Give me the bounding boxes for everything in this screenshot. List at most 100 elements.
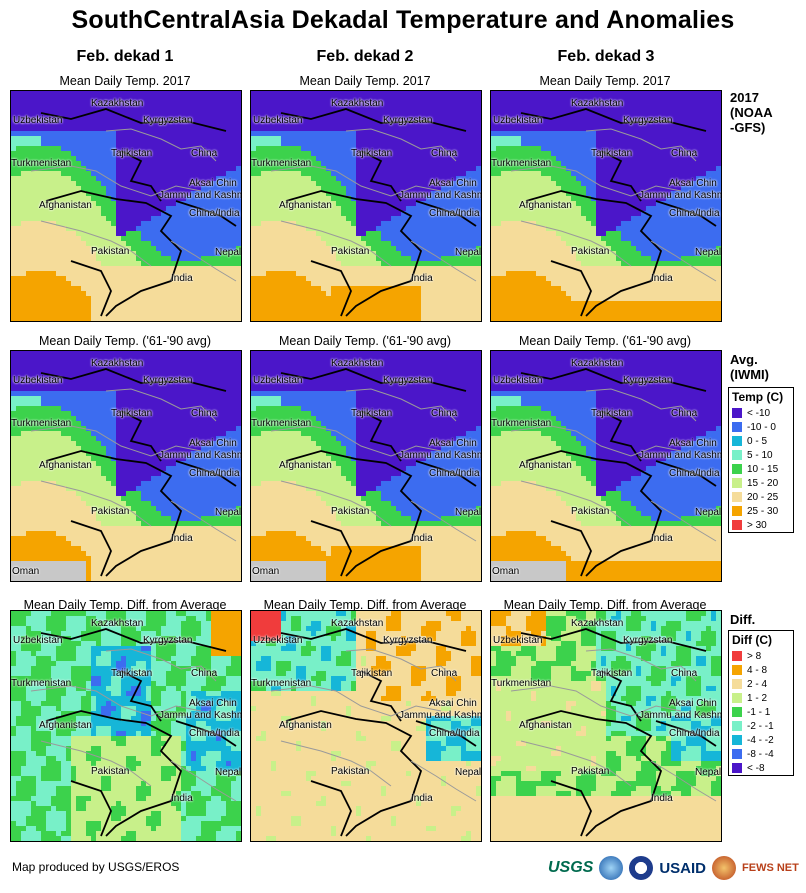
place-label-kazakhstan: Kazakhstan (91, 98, 144, 109)
map-title-r2-c2: Mean Daily Temp. ('61-'90 avg) (279, 334, 451, 348)
temperature-legend-item: 5 - 10 (729, 448, 793, 462)
row-label-2017: 2017 (NOAA -GFS) (730, 90, 773, 135)
place-label-kazakhstan: Kazakhstan (331, 618, 384, 629)
place-label-tajikistan: Tajikistan (111, 668, 153, 679)
usaid-logo: USAID (659, 859, 707, 877)
difference-legend-item: 2 - 4 (729, 677, 793, 691)
place-label-aksai_chin: Aksai Chin (669, 178, 717, 189)
place-label-afghanistan: Afghanistan (279, 200, 332, 211)
difference-legend-label: -8 - -4 (747, 748, 774, 760)
temperature-legend-swatch (732, 506, 742, 516)
place-label-kyrgyzstan: Kyrgyzstan (623, 635, 673, 646)
border-line (120, 150, 162, 202)
border-line (175, 460, 237, 487)
map-title-r2-c3: Mean Daily Temp. ('61-'90 avg) (519, 334, 691, 348)
place-label-tajikistan: Tajikistan (351, 148, 393, 159)
place-label-india: India (171, 793, 193, 804)
place-label-nepal: Nepal (695, 767, 722, 778)
place-label-aksai_chin: Aksai Chin (669, 438, 717, 449)
place-label-pakistan: Pakistan (571, 766, 610, 777)
place-label-china_india: China/India (429, 468, 480, 479)
difference-legend-title: Diff (C) (732, 633, 772, 647)
place-label-kazakhstan: Kazakhstan (331, 98, 384, 109)
place-label-china_india: China/India (669, 728, 720, 739)
place-label-kyrgyzstan: Kyrgyzstan (383, 115, 433, 126)
place-label-kazakhstan: Kazakhstan (571, 98, 624, 109)
place-label-china_india: China/India (189, 728, 240, 739)
border-line (285, 450, 423, 577)
place-label-india: India (171, 273, 193, 284)
border-line (45, 450, 183, 577)
place-label-china_india: China/India (669, 468, 720, 479)
place-label-oman: Oman (12, 566, 40, 577)
border-line (105, 128, 217, 162)
border-line (280, 480, 392, 527)
map-panel-r2-c1: Kazakhstan Uzbekistan Kyrgyzstan Turkmenist… (10, 350, 242, 582)
place-label-uzbekistan: Uzbekistan (493, 635, 543, 646)
temperature-legend-label: < -10 (747, 407, 771, 419)
place-label-jammu_kashmir: Jammu and Kashmir (399, 450, 482, 461)
difference-legend-label: > 8 (747, 650, 762, 662)
border-line (415, 720, 477, 747)
place-label-tajikistan: Tajikistan (591, 408, 633, 419)
place-label-china: China (191, 148, 218, 159)
border-line (655, 200, 717, 227)
map-panel-r2-c3: Kazakhstan Uzbekistan Kyrgyzstan Turkmenist… (490, 350, 722, 582)
place-label-oman: Oman (252, 566, 280, 577)
place-label-jammu_kashmir: Jammu and Kashmir (639, 450, 722, 461)
border-line (650, 500, 717, 542)
map-panel-r1-c3: Kazakhstan Uzbekistan Kyrgyzstan Turkmenist… (490, 90, 722, 322)
border-line (650, 760, 717, 802)
border-line (600, 670, 642, 722)
place-label-aksai_chin: Aksai Chin (189, 698, 237, 709)
place-label-uzbekistan: Uzbekistan (253, 635, 303, 646)
map-title-r3-c1: Mean Daily Temp. Diff. from Average (23, 598, 227, 612)
place-label-turkmenistan: Turkmenistan (491, 678, 552, 689)
border-line (45, 190, 183, 317)
place-label-afghanistan: Afghanistan (39, 200, 92, 211)
place-label-india: India (171, 533, 193, 544)
border-line (280, 740, 392, 787)
border-line (345, 648, 457, 682)
border-line (410, 500, 477, 542)
map-raster (251, 91, 481, 321)
place-label-aksai_chin: Aksai Chin (189, 438, 237, 449)
place-label-jammu_kashmir: Jammu and Kashmir (639, 710, 722, 721)
difference-legend-swatch (732, 707, 742, 717)
border-line (40, 480, 152, 527)
place-label-pakistan: Pakistan (331, 246, 370, 257)
border-line (520, 740, 632, 787)
map-raster (11, 91, 241, 321)
map-raster (251, 351, 481, 581)
border-line (285, 710, 423, 837)
border-line (510, 425, 682, 457)
temperature-legend-item: 0 - 5 (729, 434, 793, 448)
border-line (600, 150, 642, 202)
place-label-turkmenistan: Turkmenistan (11, 158, 72, 169)
place-label-kyrgyzstan: Kyrgyzstan (383, 635, 433, 646)
difference-legend-item: > 8 (729, 649, 793, 663)
temperature-legend-label: 5 - 10 (747, 449, 773, 461)
border-line (105, 648, 217, 682)
map-title-r3-c3: Mean Daily Temp. Diff. from Average (503, 598, 707, 612)
border-line (285, 190, 423, 317)
border-line (170, 760, 237, 802)
border-line (510, 685, 682, 717)
place-label-uzbekistan: Uzbekistan (13, 115, 63, 126)
place-label-china_india: China/India (429, 728, 480, 739)
place-label-tajikistan: Tajikistan (351, 408, 393, 419)
difference-legend-label: 4 - 8 (747, 664, 768, 676)
fews-globe-icon (712, 856, 737, 880)
place-label-china: China (671, 148, 698, 159)
place-label-uzbekistan: Uzbekistan (13, 375, 63, 386)
place-label-india: India (651, 533, 673, 544)
place-label-china: China (671, 668, 698, 679)
difference-legend-item: -1 - 1 (729, 705, 793, 719)
noaa-logo-icon (599, 856, 624, 880)
border-line (170, 500, 237, 542)
place-label-kyrgyzstan: Kyrgyzstan (143, 375, 193, 386)
place-label-nepal: Nepal (215, 247, 242, 258)
map-raster (491, 611, 721, 841)
temperature-legend-item: > 30 (729, 518, 793, 532)
place-label-uzbekistan: Uzbekistan (253, 375, 303, 386)
